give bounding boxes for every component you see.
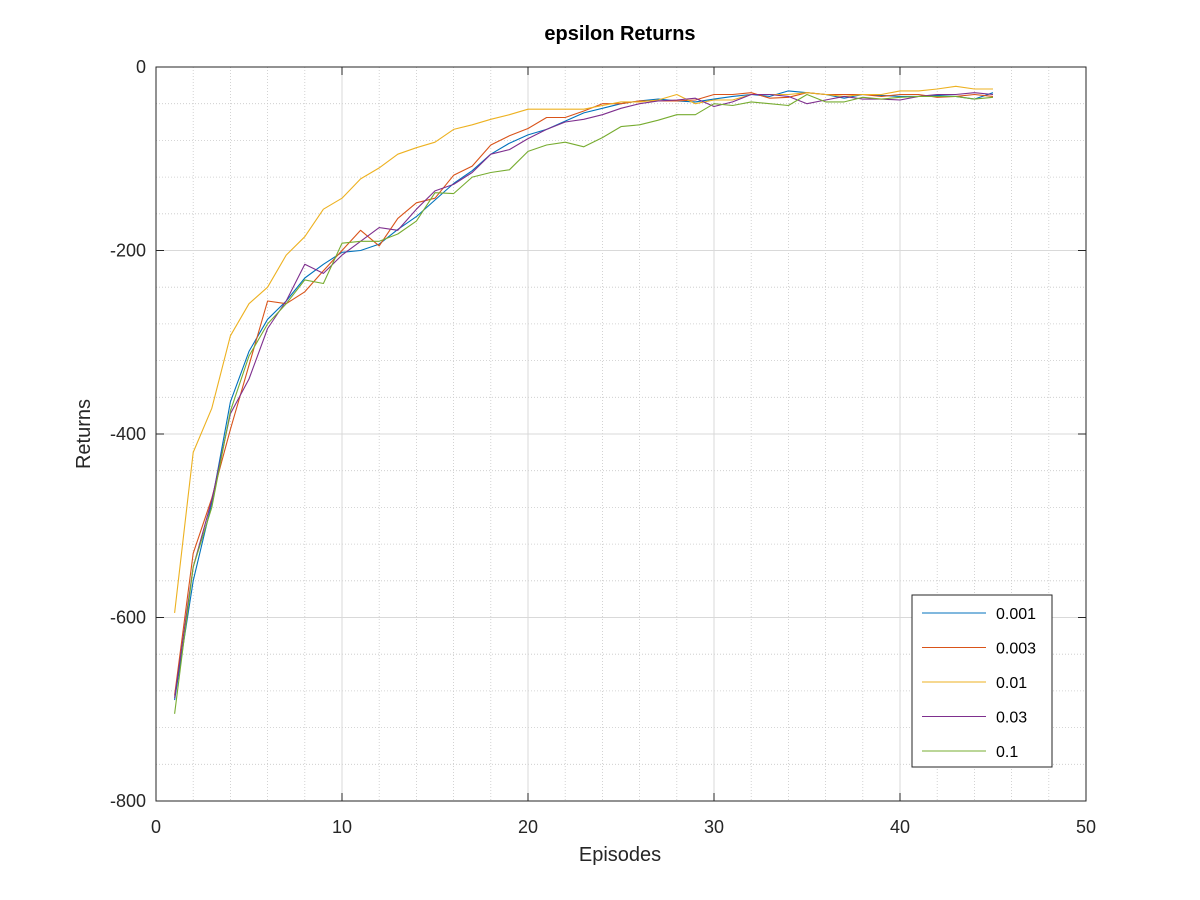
legend-label: 0.03: [996, 710, 1027, 727]
series-lines: [174, 85, 994, 714]
y-tick-label: -400: [110, 424, 146, 444]
legend-label: 0.01: [996, 675, 1027, 692]
y-tick-label: -800: [110, 791, 146, 811]
series-line-0.001: [174, 90, 994, 701]
series-line-0.01: [174, 85, 993, 613]
series-line-0.003: [174, 92, 994, 696]
legend: 0.001 0.003 0.01 0.03 0.1: [911, 594, 1053, 768]
y-tick-label: 0: [136, 57, 146, 77]
x-tick-label: 30: [704, 817, 724, 837]
series-line-0.1: [174, 93, 994, 714]
tick-labels: 0 10 20 30 40 50 -800 -600 -400 -200 0: [110, 57, 1096, 837]
legend-items: 0.001 0.003 0.01 0.03 0.1: [922, 606, 1036, 761]
legend-box: [911, 594, 1053, 768]
legend-label: 0.1: [996, 744, 1018, 761]
series-line-0.03: [174, 92, 994, 699]
legend-label: 0.003: [996, 641, 1036, 658]
x-axis-label: Episodes: [579, 844, 661, 866]
x-tick-label: 0: [151, 817, 161, 837]
chart-title: epsilon Returns: [544, 23, 695, 45]
y-axis-label: Returns: [73, 399, 95, 469]
x-tick-label: 50: [1076, 817, 1096, 837]
x-tick-label: 20: [518, 817, 538, 837]
y-tick-label: -600: [110, 608, 146, 628]
axis-ticks: [155, 66, 1087, 802]
x-tick-label: 40: [890, 817, 910, 837]
legend-label: 0.001: [996, 606, 1036, 623]
x-tick-label: 10: [332, 817, 352, 837]
y-tick-label: -200: [110, 241, 146, 261]
grid: [155, 66, 1087, 802]
